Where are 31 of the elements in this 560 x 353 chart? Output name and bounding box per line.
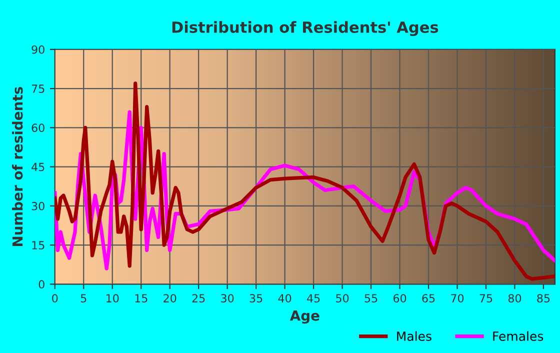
legend-label: Females xyxy=(493,331,544,341)
x-tick-label: 20 xyxy=(164,294,176,302)
x-tick-label: 70 xyxy=(451,294,464,302)
y-tick-label: 0 xyxy=(38,280,44,289)
y-tick-label: 90 xyxy=(32,45,44,54)
y-tick-label: 75 xyxy=(32,84,44,93)
x-tick-label: 60 xyxy=(393,294,406,302)
x-tick-label: 40 xyxy=(278,294,292,302)
y-tick-label: 30 xyxy=(32,202,44,210)
chart-title: Distribution of Residents' Ages xyxy=(172,21,438,36)
x-tick-label: 75 xyxy=(480,294,492,302)
x-tick-label: 30 xyxy=(221,294,234,302)
x-tick-label: 5 xyxy=(80,294,86,302)
y-tick-label: 45 xyxy=(32,162,44,172)
x-tick-label: 65 xyxy=(422,294,435,302)
x-tick-label: 55 xyxy=(364,294,378,302)
y-tick-label: 60 xyxy=(32,124,44,132)
x-tick-label: 80 xyxy=(508,294,522,302)
x-tick-label: 85 xyxy=(537,294,550,302)
x-tick-label: 15 xyxy=(135,294,148,302)
x-tick-label: 25 xyxy=(192,294,205,302)
x-tick-label: 50 xyxy=(336,294,349,302)
legend-label: Males xyxy=(397,331,432,341)
y-tick-label: 15 xyxy=(32,241,44,250)
x-tick-label: 0 xyxy=(52,294,58,302)
y-axis-title: Number of residents xyxy=(12,87,23,246)
x-axis-title: Age xyxy=(290,310,320,324)
x-tick-label: 45 xyxy=(307,294,320,302)
x-tick-label: 10 xyxy=(106,294,119,302)
x-tick-label: 35 xyxy=(250,294,262,302)
line-series xyxy=(54,82,555,281)
